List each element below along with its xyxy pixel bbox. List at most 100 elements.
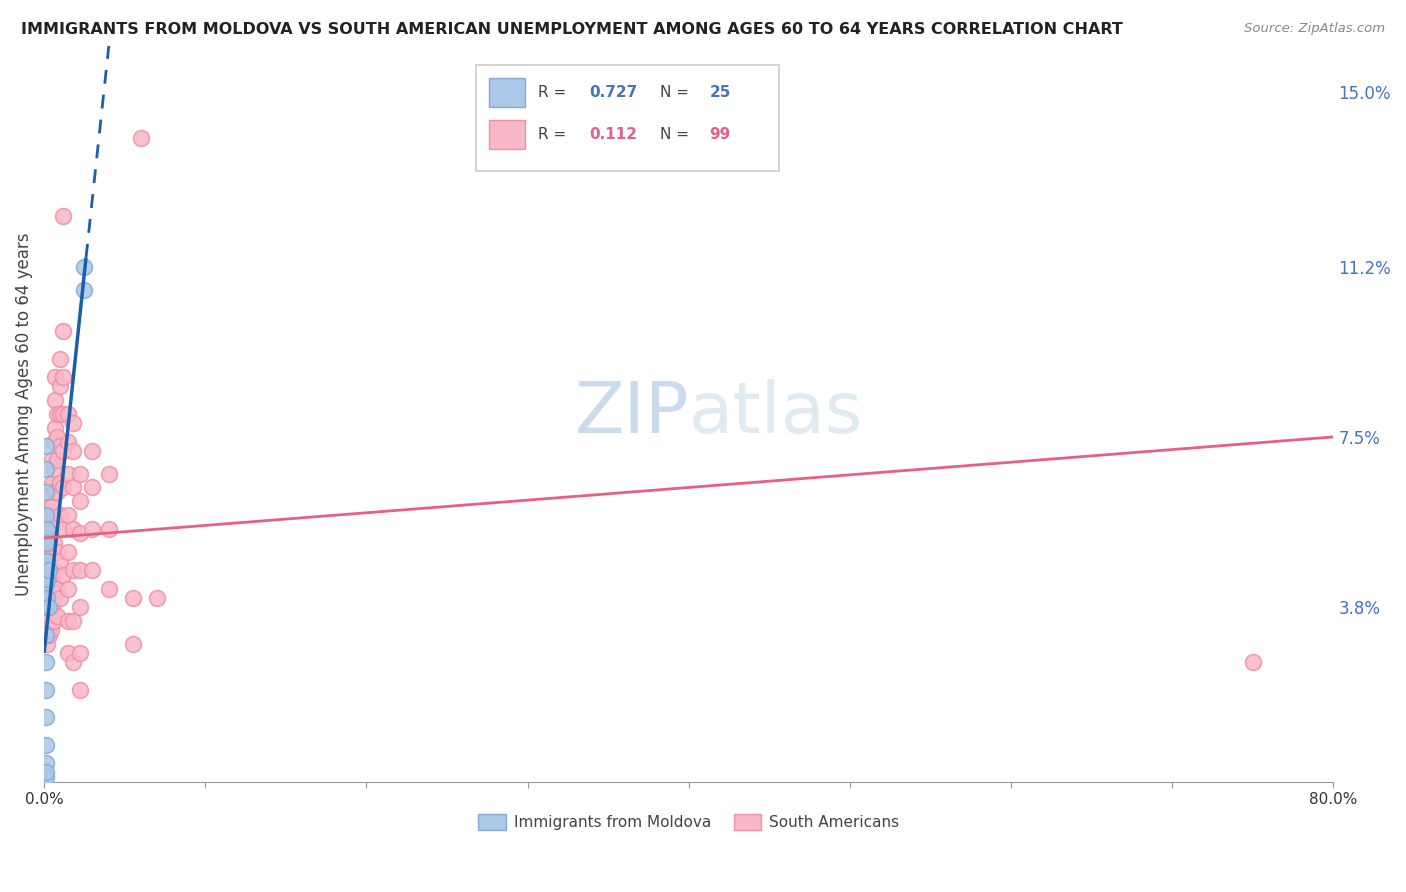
Point	[37, 605, 59, 619]
Point	[37, 577, 59, 591]
Point	[52, 324, 75, 338]
Point	[35, 627, 58, 641]
Point	[35, 765, 58, 780]
Point	[38, 609, 60, 624]
Point	[82, 522, 104, 536]
Point	[62, 522, 84, 536]
Point	[35, 770, 58, 784]
Point	[39, 599, 62, 614]
Point	[35, 738, 58, 752]
Point	[82, 481, 104, 495]
Point	[62, 655, 84, 669]
Text: ZIP: ZIP	[574, 379, 689, 449]
Point	[73, 260, 96, 274]
Point	[38, 517, 60, 532]
Point	[35, 756, 58, 771]
FancyBboxPatch shape	[489, 78, 524, 107]
Point	[39, 481, 62, 495]
Point	[62, 563, 84, 577]
Point	[37, 513, 59, 527]
Point	[146, 591, 169, 605]
Point	[37, 531, 59, 545]
Point	[39, 563, 62, 577]
Point	[38, 554, 60, 568]
Point	[39, 522, 62, 536]
Point	[49, 439, 72, 453]
Point	[35, 439, 58, 453]
Point	[58, 646, 80, 660]
Point	[41, 522, 63, 536]
Point	[38, 573, 60, 587]
Point	[42, 535, 65, 549]
Point	[49, 407, 72, 421]
Text: IMMIGRANTS FROM MOLDOVA VS SOUTH AMERICAN UNEMPLOYMENT AMONG AGES 60 TO 64 YEARS: IMMIGRANTS FROM MOLDOVA VS SOUTH AMERICA…	[21, 22, 1123, 37]
Point	[46, 430, 69, 444]
Point	[41, 599, 63, 614]
Point	[58, 545, 80, 559]
Point	[44, 393, 66, 408]
Point	[58, 614, 80, 628]
Point	[35, 591, 58, 605]
Text: R =: R =	[538, 127, 571, 142]
Text: N =: N =	[661, 127, 695, 142]
Point	[121, 591, 143, 605]
Point	[49, 591, 72, 605]
Point	[44, 421, 66, 435]
Text: N =: N =	[661, 85, 695, 100]
Point	[46, 485, 69, 500]
Point	[39, 623, 62, 637]
FancyBboxPatch shape	[489, 120, 524, 149]
Point	[37, 535, 59, 549]
Point	[82, 563, 104, 577]
Text: 25: 25	[710, 85, 731, 100]
Point	[52, 522, 75, 536]
Point	[46, 545, 69, 559]
Point	[46, 407, 69, 421]
Text: Source: ZipAtlas.com: Source: ZipAtlas.com	[1244, 22, 1385, 36]
Point	[97, 582, 120, 596]
Point	[37, 573, 59, 587]
Point	[62, 614, 84, 628]
Point	[49, 475, 72, 490]
Point	[37, 591, 59, 605]
Text: atlas: atlas	[689, 379, 863, 449]
Point	[49, 508, 72, 522]
Point	[58, 582, 80, 596]
Point	[82, 443, 104, 458]
Point	[35, 508, 58, 522]
Text: R =: R =	[538, 85, 571, 100]
Point	[58, 407, 80, 421]
Point	[62, 443, 84, 458]
Point	[35, 531, 58, 545]
Point	[35, 599, 58, 614]
Point	[38, 591, 60, 605]
Point	[58, 434, 80, 449]
Point	[41, 475, 63, 490]
Point	[35, 522, 58, 536]
Point	[52, 567, 75, 582]
Point	[46, 453, 69, 467]
Point	[35, 554, 58, 568]
Point	[69, 526, 91, 541]
Point	[49, 554, 72, 568]
Point	[52, 481, 75, 495]
Text: 0.112: 0.112	[589, 127, 637, 142]
Point	[39, 582, 62, 596]
Point	[37, 623, 59, 637]
Point	[35, 462, 58, 476]
Point	[41, 545, 63, 559]
Text: 99: 99	[710, 127, 731, 142]
Point	[69, 646, 91, 660]
Point	[46, 513, 69, 527]
Point	[121, 637, 143, 651]
Point	[35, 682, 58, 697]
Point	[35, 655, 58, 669]
Point	[42, 563, 65, 577]
Point	[69, 563, 91, 577]
Point	[58, 508, 80, 522]
Point	[73, 283, 96, 297]
Point	[35, 710, 58, 724]
Point	[69, 682, 91, 697]
Point	[52, 407, 75, 421]
Point	[38, 599, 60, 614]
